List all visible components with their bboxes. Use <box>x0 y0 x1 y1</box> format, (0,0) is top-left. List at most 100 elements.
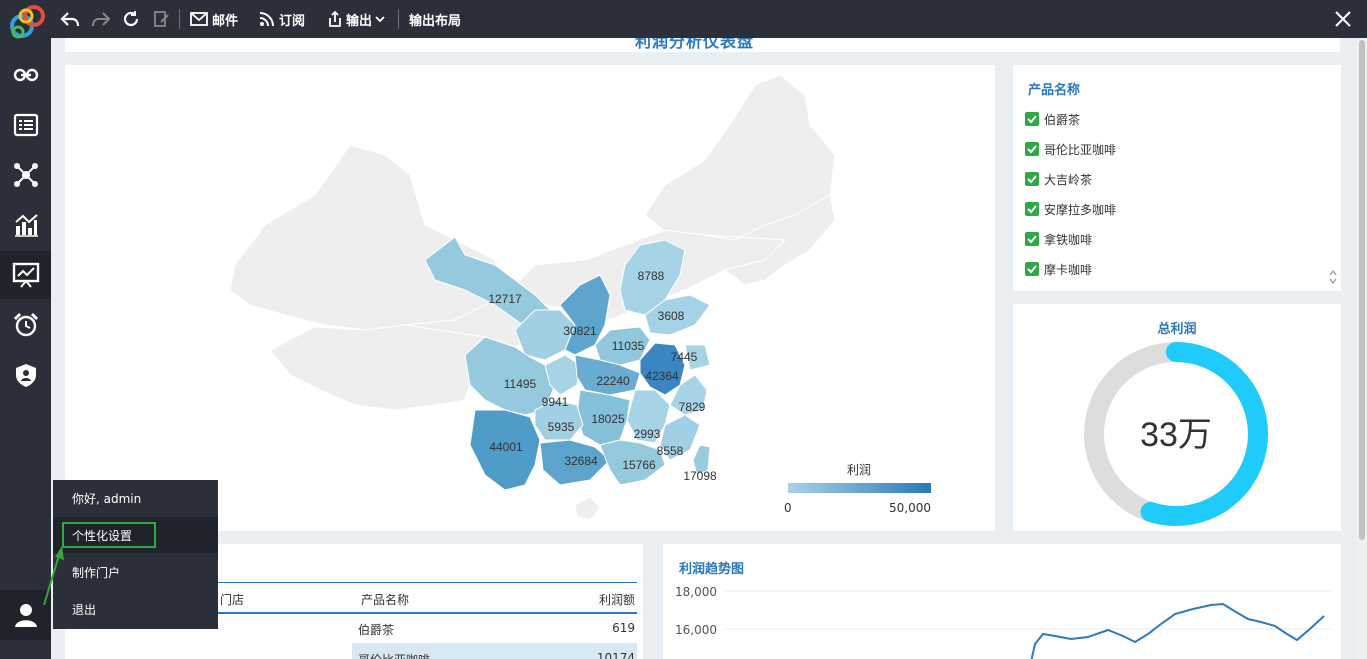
page-scrollbar[interactable] <box>1357 38 1367 659</box>
subscribe-button[interactable]: 订阅 <box>259 0 305 38</box>
filter-option[interactable]: 伯爵茶 <box>1025 111 1080 127</box>
logout-menu-item[interactable]: 退出 <box>72 602 97 617</box>
trend-line[interactable] <box>1030 602 1325 659</box>
undo-icon <box>60 12 80 27</box>
table-row[interactable]: 伯爵茶 619 <box>352 616 637 642</box>
mail-button[interactable]: 邮件 <box>190 0 238 38</box>
subscribe-label: 订阅 <box>279 13 306 29</box>
profit-trend-panel: 利润趋势图 18,000 16,000 <box>663 544 1341 659</box>
cell-product: 伯爵茶 <box>358 623 395 637</box>
total-gauge: 33万 <box>1084 342 1268 526</box>
filter-title: 产品名称 <box>1028 83 1081 98</box>
map-region-fujian[interactable] <box>659 414 701 461</box>
mail-label: 邮件 <box>212 13 239 29</box>
filter-option[interactable]: 哥伦比亚咖啡 <box>1025 141 1116 157</box>
checkbox-checked-icon[interactable] <box>1025 202 1039 216</box>
left-nav-rail <box>0 0 51 659</box>
col-profit[interactable]: 利润额 <box>598 593 635 607</box>
cell-product: 哥伦比亚咖啡 <box>358 651 430 659</box>
link-icon[interactable] <box>0 51 51 99</box>
table-row[interactable]: 哥伦比亚咖啡 10174 <box>352 643 637 659</box>
map-value-label: 17098 <box>683 469 717 483</box>
undo-button[interactable] <box>60 0 80 38</box>
total-value: 33万 <box>1140 416 1212 454</box>
checkbox-checked-icon[interactable] <box>1025 112 1039 126</box>
map-value-label: 30821 <box>563 324 597 338</box>
close-icon <box>1335 11 1351 27</box>
map-region-hainan[interactable] <box>574 496 601 521</box>
close-button[interactable] <box>1333 9 1353 29</box>
map-region-taiwan[interactable] <box>692 444 711 476</box>
chevron-down-icon <box>375 16 385 23</box>
legend-min: 0 <box>784 501 792 515</box>
filter-option[interactable]: 摩卡咖啡 <box>1025 261 1092 277</box>
alarm-clock-icon[interactable] <box>0 301 51 349</box>
app-logo[interactable] <box>4 2 48 42</box>
analytics-icon[interactable] <box>0 201 51 249</box>
refresh-icon <box>123 11 139 27</box>
map-value-label: 22240 <box>596 374 630 388</box>
filter-option[interactable]: 拿铁咖啡 <box>1025 231 1092 247</box>
network-icon[interactable] <box>0 151 51 199</box>
checkbox-checked-icon[interactable] <box>1025 262 1039 276</box>
table-header: 门店 产品名称 利润额 <box>215 582 637 614</box>
redo-button[interactable] <box>91 0 111 38</box>
filter-option[interactable]: 安摩拉多咖啡 <box>1025 201 1116 217</box>
checkbox-checked-icon[interactable] <box>1025 232 1039 246</box>
edit-button[interactable] <box>152 0 170 38</box>
user-menu: 你好, admin 个性化设置 制作门户 退出 <box>53 480 218 629</box>
user-avatar-button[interactable] <box>0 590 51 640</box>
map-region-guangdong[interactable] <box>599 439 666 486</box>
total-title: 总利润 <box>1157 322 1197 337</box>
map-region-yunnan[interactable] <box>469 409 541 491</box>
scroll-up-down-icon[interactable] <box>1329 269 1337 285</box>
user-greeting: 你好, admin <box>72 491 142 506</box>
filter-option[interactable]: 大吉岭茶 <box>1025 171 1092 187</box>
map-region-chongqing[interactable] <box>544 354 581 396</box>
legend-max: 50,000 <box>889 501 931 515</box>
map-region-shandong[interactable] <box>644 294 711 336</box>
export-layout-button[interactable]: 输出布局 <box>409 0 461 38</box>
legend-title: 利润 <box>847 463 871 477</box>
col-store[interactable]: 门店 <box>220 593 245 607</box>
map-value-label: 42364 <box>645 369 679 383</box>
col-product[interactable]: 产品名称 <box>361 593 410 607</box>
map-value-label: 32684 <box>564 454 598 468</box>
trend-chart: 18,000 16,000 <box>675 585 1331 659</box>
map-labels: 12717 8788 30821 3608 11035 7445 42364 11495 222… <box>488 269 717 483</box>
cell-profit: 619 <box>612 621 635 635</box>
scrollbar-thumb[interactable] <box>1359 40 1365 540</box>
map-region-shanghai[interactable] <box>684 344 711 371</box>
map-region-jiangxi[interactable] <box>626 389 671 444</box>
map-value-label: 2993 <box>634 427 661 441</box>
map-region-guangxi[interactable] <box>539 439 611 486</box>
map-value-label: 11035 <box>612 339 645 353</box>
checkbox-checked-icon[interactable] <box>1025 142 1039 156</box>
highlight-box <box>62 522 156 548</box>
map-region-guizhou[interactable] <box>534 399 584 441</box>
map-region-shanxi[interactable] <box>559 274 611 356</box>
refresh-button[interactable] <box>122 0 140 38</box>
export-dropdown[interactable]: 输出 <box>327 0 385 38</box>
trend-title: 利润趋势图 <box>679 562 745 577</box>
map-value-label: 12717 <box>488 292 522 306</box>
map-region-sichuan[interactable] <box>464 336 556 416</box>
map-region-beijing-hebei[interactable] <box>619 239 686 316</box>
china-profit-map[interactable]: 12717 8788 30821 3608 11035 7445 42364 11495 222… <box>65 65 995 531</box>
user-icon <box>14 604 37 627</box>
map-value-label: 5935 <box>548 420 575 434</box>
map-svg: 12717 8788 30821 3608 11035 7445 42364 11495 222… <box>229 74 931 521</box>
shield-user-icon[interactable] <box>0 351 51 399</box>
cell-profit: 10174 <box>596 651 635 659</box>
rss-icon <box>259 12 274 27</box>
dashboard-icon[interactable] <box>0 251 51 299</box>
map-region-northeast[interactable] <box>704 194 836 286</box>
checkbox-checked-icon[interactable] <box>1025 172 1039 186</box>
map-region-xinjiang[interactable] <box>229 144 506 331</box>
legend-gradient-bar <box>788 483 931 493</box>
map-region-tibet[interactable] <box>269 319 486 411</box>
list-icon[interactable] <box>0 101 51 149</box>
map-value-label: 18025 <box>591 412 625 426</box>
mail-icon <box>190 12 208 26</box>
make-portal-menu-item[interactable]: 制作门户 <box>72 565 121 580</box>
